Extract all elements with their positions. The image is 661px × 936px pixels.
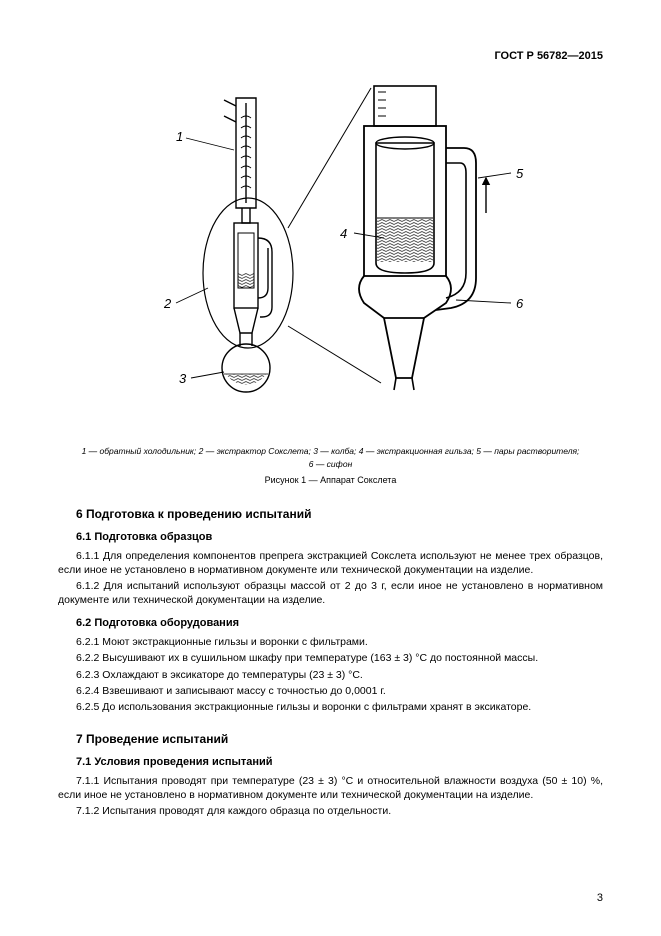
label-6: 6 [516,296,524,311]
right-enlarged [354,86,511,390]
figure-legend: 1 — обратный холодильник; 2 — экстрактор… [58,445,603,471]
para-6-2-2: 6.2.2 Высушивают их в сушильном шкафу пр… [58,651,603,665]
label-2: 2 [163,296,172,311]
label-3: 3 [179,371,187,386]
page: ГОСТ Р 56782—2015 [0,0,661,936]
section-6-heading: 6 Подготовка к проведению испытаний [76,507,603,521]
para-7-1-1: 7.1.1 Испытания проводят при температуре… [58,774,603,802]
para-6-2-5: 6.2.5 До использования экстракционные ги… [58,700,603,714]
left-apparatus [176,98,293,392]
page-number: 3 [597,892,603,904]
soxhlet-diagram: 1 2 3 4 5 6 [116,78,546,428]
para-7-1-2: 7.1.2 Испытания проводят для каждого обр… [58,804,603,818]
label-4: 4 [340,226,347,241]
para-6-1-1: 6.1.1 Для определения компонентов препре… [58,549,603,577]
section-6-1-heading: 6.1 Подготовка образцов [76,531,603,543]
section-6-2-heading: 6.2 Подготовка оборудования [76,617,603,629]
para-6-2-4: 6.2.4 Взвешивают и записывают массу с то… [58,684,603,698]
standard-header: ГОСТ Р 56782—2015 [494,50,603,62]
para-6-2-1: 6.2.1 Моют экстракционные гильзы и ворон… [58,635,603,649]
section-7-heading: 7 Проведение испытаний [76,732,603,746]
para-6-2-3: 6.2.3 Охлаждают в эксикаторе до температ… [58,668,603,682]
figure-1: 1 2 3 4 5 6 [58,78,603,433]
label-5: 5 [516,166,524,181]
para-6-1-2: 6.1.2 Для испытаний используют образцы м… [58,579,603,607]
section-7-1-heading: 7.1 Условия проведения испытаний [76,756,603,768]
figure-caption: Рисунок 1 — Аппарат Сокслета [58,475,603,485]
label-1: 1 [176,129,183,144]
